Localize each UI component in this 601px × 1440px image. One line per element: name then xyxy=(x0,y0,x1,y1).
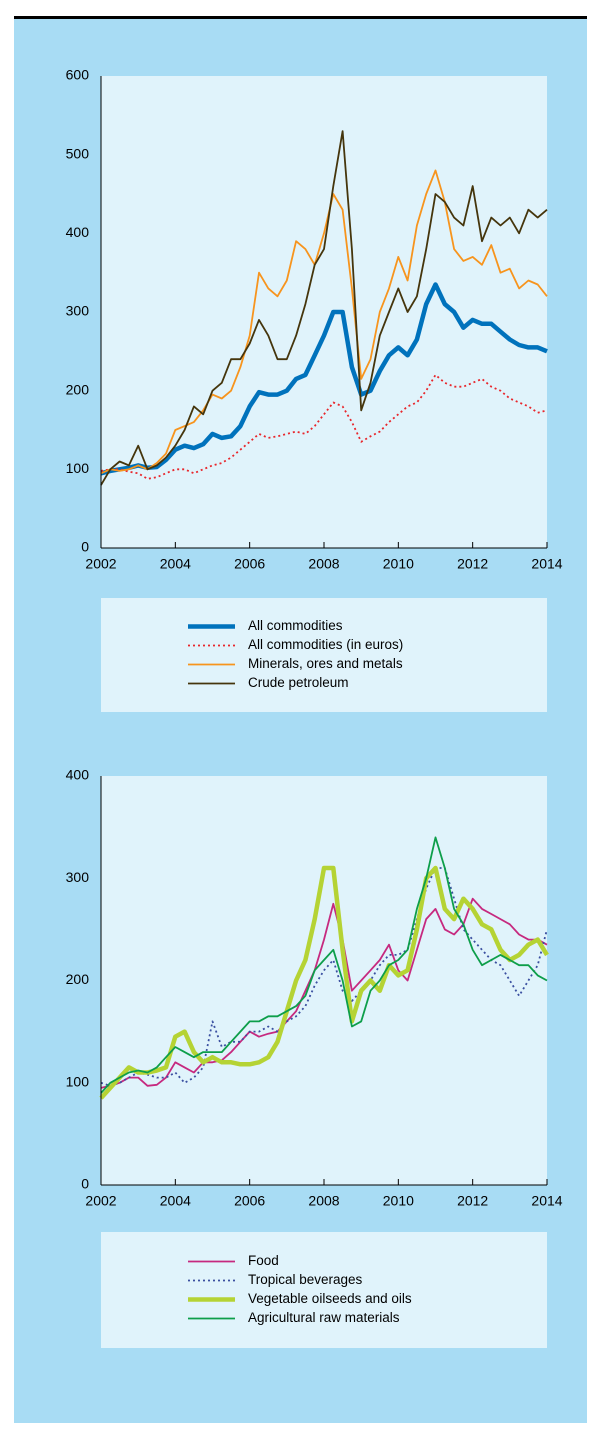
legend-label: Tropical beverages xyxy=(248,1272,363,1287)
series-line xyxy=(100,130,548,486)
x-tick-label: 2012 xyxy=(457,1193,488,1209)
y-tick-label: 0 xyxy=(81,1176,89,1192)
legend-label: Crude petroleum xyxy=(248,675,349,690)
legend-label: Food xyxy=(248,1253,279,1268)
y-tick-label: 300 xyxy=(66,303,90,319)
x-tick-label: 2002 xyxy=(85,556,116,572)
series-line xyxy=(100,169,548,475)
series-line xyxy=(100,897,548,1089)
y-tick-label: 300 xyxy=(66,869,90,885)
x-tick-label: 2008 xyxy=(308,556,339,572)
y-tick-label: 400 xyxy=(66,767,90,783)
y-tick-label: 200 xyxy=(66,381,90,397)
series-line xyxy=(100,836,548,1094)
legend-label: All commodities (in euros) xyxy=(248,637,403,652)
legend-box xyxy=(101,1232,547,1348)
y-tick-label: 500 xyxy=(66,145,90,161)
x-tick-label: 2004 xyxy=(160,1193,191,1209)
x-tick-label: 2010 xyxy=(383,556,414,572)
x-tick-label: 2014 xyxy=(531,1193,562,1209)
x-tick-label: 2002 xyxy=(85,1193,116,1209)
legend-label: Vegetable oilseeds and oils xyxy=(248,1291,412,1306)
legend-label: Minerals, ores and metals xyxy=(248,656,403,671)
x-tick-label: 2004 xyxy=(160,556,191,572)
plot-area xyxy=(101,76,547,548)
x-tick-label: 2006 xyxy=(234,556,265,572)
x-tick-label: 2010 xyxy=(383,1193,414,1209)
series-line xyxy=(99,865,549,1100)
y-tick-label: 100 xyxy=(66,460,90,476)
legend-label: Agricultural raw materials xyxy=(248,1310,400,1325)
series-line xyxy=(100,282,548,476)
y-tick-label: 200 xyxy=(66,971,90,987)
x-tick-label: 2014 xyxy=(531,556,562,572)
legend-box xyxy=(101,598,547,712)
y-tick-label: 100 xyxy=(66,1073,90,1089)
y-tick-label: 400 xyxy=(66,224,90,240)
legend-label: All commodities xyxy=(248,618,343,633)
y-tick-label: 0 xyxy=(81,539,89,555)
series-line xyxy=(100,374,548,480)
x-tick-label: 2012 xyxy=(457,556,488,572)
top-rule xyxy=(14,16,587,19)
series-line xyxy=(100,867,548,1087)
x-tick-label: 2008 xyxy=(308,1193,339,1209)
x-tick-label: 2006 xyxy=(234,1193,265,1209)
y-tick-label: 600 xyxy=(66,67,90,83)
plot-area xyxy=(101,776,547,1185)
